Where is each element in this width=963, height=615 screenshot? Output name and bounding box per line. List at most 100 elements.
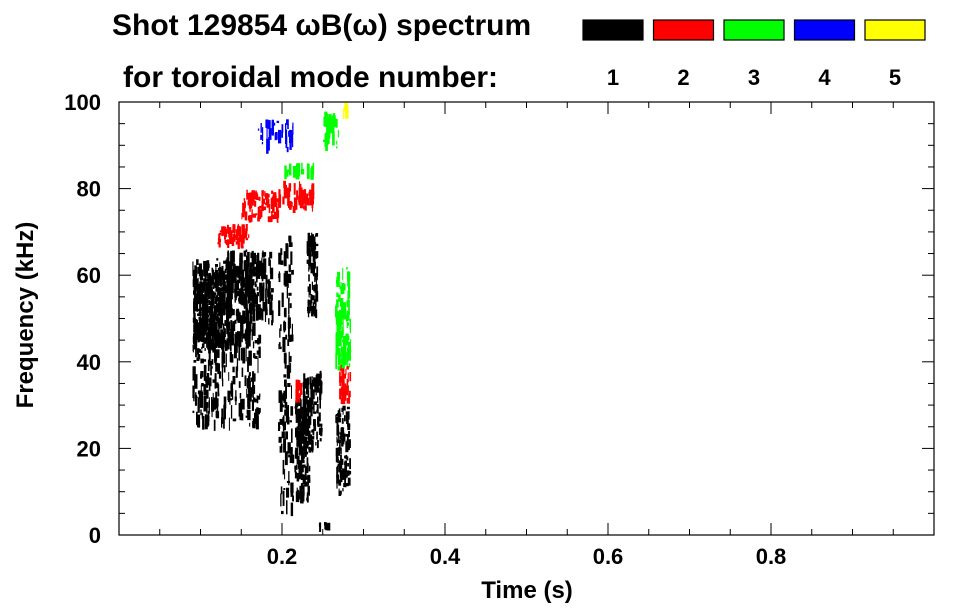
spectral-speck	[205, 314, 209, 318]
spectral-speck	[309, 419, 311, 424]
spectral-speck	[341, 472, 345, 480]
spectral-speck	[279, 418, 283, 425]
spectral-speck	[246, 257, 250, 261]
spectral-speck	[282, 417, 284, 427]
spectral-speck	[283, 322, 287, 331]
spectral-speck	[196, 348, 199, 355]
spectral-speck	[341, 348, 344, 354]
spectral-speck	[267, 291, 271, 304]
spectral-speck	[296, 494, 299, 500]
spectral-speck	[195, 392, 197, 406]
spectral-speck	[304, 444, 307, 451]
spectral-speck	[288, 264, 291, 273]
spectral-speck	[298, 393, 302, 398]
spectral-speck	[344, 415, 346, 422]
spectral-speck	[267, 120, 271, 129]
spectral-speck	[345, 333, 349, 346]
spectral-speck	[316, 373, 319, 383]
spectral-speck	[247, 396, 251, 409]
spectral-speck	[219, 274, 221, 283]
spectral-speck	[314, 251, 319, 258]
spectral-feature-mode-5	[343, 102, 349, 120]
spectral-speck	[308, 449, 312, 453]
spectral-speck	[193, 270, 195, 282]
spectral-speck	[263, 304, 266, 308]
spectral-speck	[311, 439, 314, 446]
spectral-speck	[197, 327, 200, 343]
spectral-speck	[232, 330, 234, 344]
spectral-speck	[296, 487, 298, 496]
spectral-speck	[283, 390, 287, 403]
spectral-speck	[268, 281, 271, 289]
spectral-speck	[249, 200, 253, 209]
spectral-speck	[214, 330, 218, 337]
spectral-speck	[237, 266, 240, 279]
spectrogram-area	[192, 102, 352, 532]
spectral-speck	[235, 295, 237, 301]
spectral-speck	[339, 312, 342, 328]
spectral-speck	[311, 306, 314, 317]
spectral-speck	[208, 299, 210, 305]
spectral-speck	[341, 390, 344, 400]
spectral-speck	[262, 127, 264, 141]
spectral-speck	[344, 469, 347, 480]
spectral-speck	[223, 404, 226, 420]
spectral-speck	[197, 291, 201, 303]
spectral-speck	[207, 328, 212, 342]
spectral-speck	[219, 342, 223, 347]
spectral-speck	[284, 397, 287, 409]
spectral-speck	[242, 347, 246, 364]
spectral-speck	[302, 474, 306, 484]
spectral-speck	[260, 123, 262, 133]
spectral-speck	[221, 365, 223, 381]
spectral-speck	[218, 325, 220, 333]
spectral-speck	[304, 395, 308, 402]
spectral-speck	[283, 180, 286, 188]
spectral-speck	[231, 241, 234, 246]
spectral-speck	[218, 371, 222, 379]
spectral-speck	[242, 202, 245, 213]
spectral-speck	[214, 305, 217, 320]
spectral-speck	[252, 213, 256, 218]
spectral-speck	[338, 332, 342, 347]
spectral-speck	[280, 260, 284, 265]
spectral-speck	[227, 271, 229, 275]
legend-label-mode-2: 2	[677, 65, 689, 90]
spectral-speck	[339, 298, 344, 307]
spectral-speck	[266, 306, 268, 315]
legend-label-mode-3: 3	[748, 65, 760, 90]
spectral-speck	[269, 293, 272, 296]
spectral-speck	[344, 465, 347, 474]
spectral-speck	[216, 399, 219, 413]
spectral-speck	[250, 252, 253, 259]
spectral-speck	[338, 479, 342, 486]
spectral-speck	[296, 190, 298, 200]
spectral-speck	[255, 416, 257, 424]
spectral-speck	[243, 200, 246, 208]
y-tick-label: 100	[64, 90, 101, 115]
spectral-speck	[273, 192, 277, 196]
x-tick-label: 0.2	[267, 544, 298, 569]
spectral-speck	[245, 204, 246, 207]
spectral-speck	[279, 328, 281, 338]
spectral-speck	[336, 347, 338, 356]
spectral-speck	[228, 304, 232, 319]
spectral-speck	[345, 386, 348, 396]
spectral-speck	[298, 393, 301, 403]
spectral-speck	[305, 476, 309, 480]
spectral-speck	[247, 311, 250, 315]
spectral-speck	[243, 224, 245, 232]
spectral-speck	[241, 269, 245, 280]
spectral-speck	[226, 313, 229, 327]
spectral-speck	[215, 410, 219, 418]
spectral-speck	[306, 388, 309, 395]
spectral-speck	[242, 333, 246, 339]
spectral-speck	[211, 291, 215, 298]
legend-swatch-mode-4	[793, 19, 856, 41]
spectral-feature-mode-2	[217, 223, 250, 249]
spectral-speck	[275, 132, 278, 140]
spectral-speck	[293, 183, 296, 195]
spectral-speck	[205, 279, 209, 282]
spectral-speck	[287, 245, 289, 259]
spectral-speck	[223, 365, 226, 373]
